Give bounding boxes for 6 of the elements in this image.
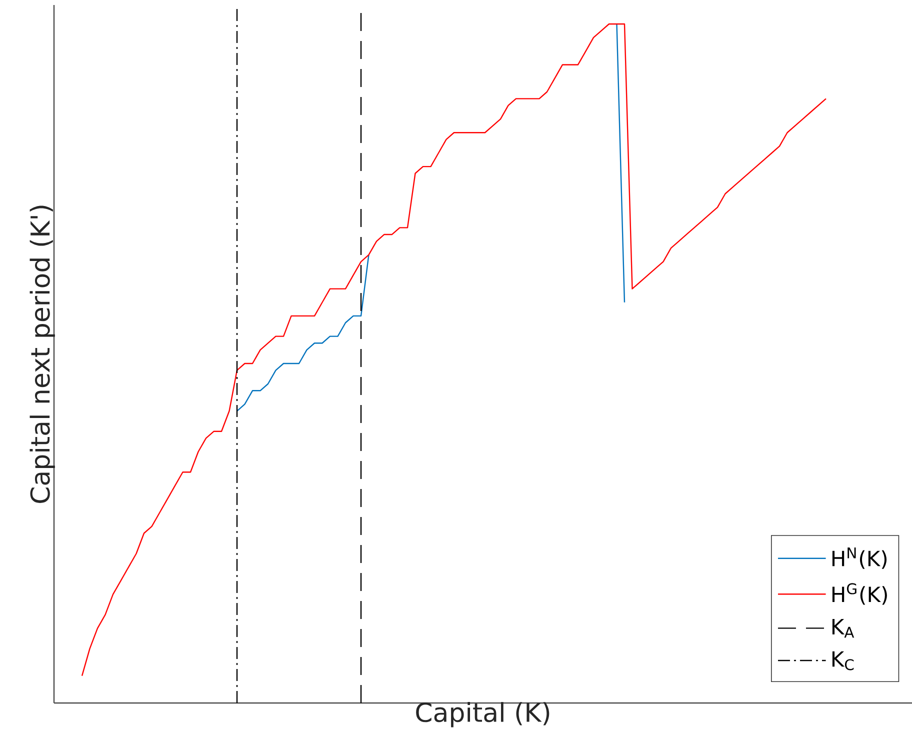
text: K$_{C}$ — [832, 651, 854, 670]
y-axis-title: Capital next period (K') — [30, 206, 55, 503]
text: K$_{A}$ — [832, 619, 854, 638]
legend-label: H$^{G}$(K) — [832, 583, 887, 605]
legend-label: H$^{N}$(K) — [832, 547, 887, 569]
x-axis-title: Capital (K) — [416, 702, 550, 728]
